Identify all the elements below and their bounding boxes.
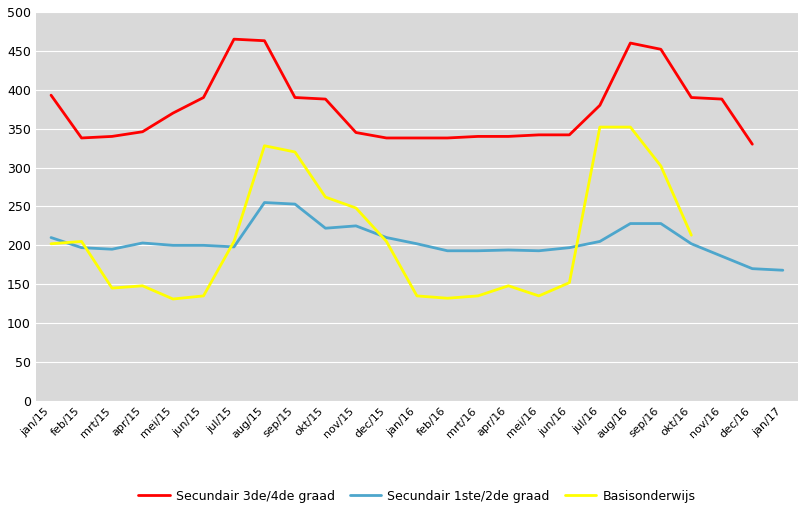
Secundair 3de/4de graad bbox=[625, 40, 635, 46]
Secundair 3de/4de graad bbox=[229, 36, 239, 42]
Secundair 3de/4de graad bbox=[76, 135, 86, 141]
Basisonderwijs bbox=[76, 238, 86, 245]
Secundair 1ste/2de graad bbox=[504, 247, 514, 253]
Basisonderwijs bbox=[687, 232, 696, 238]
Secundair 1ste/2de graad bbox=[656, 221, 666, 227]
Secundair 1ste/2de graad bbox=[290, 201, 299, 207]
Secundair 3de/4de graad bbox=[168, 110, 178, 116]
Secundair 3de/4de graad bbox=[320, 96, 330, 102]
Basisonderwijs bbox=[168, 296, 178, 302]
Basisonderwijs bbox=[138, 283, 147, 289]
Basisonderwijs bbox=[320, 194, 330, 200]
Secundair 1ste/2de graad bbox=[46, 234, 56, 241]
Line: Basisonderwijs: Basisonderwijs bbox=[51, 127, 691, 299]
Basisonderwijs bbox=[260, 143, 270, 149]
Secundair 1ste/2de graad bbox=[76, 245, 86, 251]
Secundair 3de/4de graad bbox=[382, 135, 391, 141]
Secundair 1ste/2de graad bbox=[473, 248, 483, 254]
Secundair 3de/4de graad bbox=[107, 133, 117, 139]
Basisonderwijs bbox=[595, 124, 605, 130]
Secundair 1ste/2de graad bbox=[229, 244, 239, 250]
Secundair 1ste/2de graad bbox=[564, 245, 574, 251]
Secundair 3de/4de graad bbox=[351, 130, 361, 136]
Basisonderwijs bbox=[351, 205, 361, 211]
Secundair 1ste/2de graad bbox=[625, 221, 635, 227]
Basisonderwijs bbox=[107, 285, 117, 291]
Secundair 1ste/2de graad bbox=[778, 267, 787, 273]
Basisonderwijs bbox=[382, 238, 391, 245]
Secundair 1ste/2de graad bbox=[595, 238, 605, 245]
Secundair 1ste/2de graad bbox=[443, 248, 452, 254]
Line: Secundair 1ste/2de graad: Secundair 1ste/2de graad bbox=[51, 203, 782, 270]
Secundair 3de/4de graad bbox=[290, 95, 299, 101]
Basisonderwijs bbox=[46, 241, 56, 247]
Basisonderwijs bbox=[229, 238, 239, 245]
Secundair 3de/4de graad bbox=[687, 95, 696, 101]
Basisonderwijs bbox=[412, 293, 422, 299]
Basisonderwijs bbox=[534, 293, 543, 299]
Secundair 3de/4de graad bbox=[748, 141, 758, 148]
Secundair 1ste/2de graad bbox=[534, 248, 543, 254]
Secundair 3de/4de graad bbox=[564, 132, 574, 138]
Basisonderwijs bbox=[473, 293, 483, 299]
Secundair 3de/4de graad bbox=[260, 38, 270, 44]
Basisonderwijs bbox=[625, 124, 635, 130]
Secundair 3de/4de graad bbox=[199, 95, 208, 101]
Secundair 1ste/2de graad bbox=[168, 242, 178, 248]
Secundair 1ste/2de graad bbox=[107, 246, 117, 252]
Secundair 1ste/2de graad bbox=[199, 242, 208, 248]
Secundair 1ste/2de graad bbox=[260, 199, 270, 206]
Secundair 3de/4de graad bbox=[595, 102, 605, 108]
Secundair 1ste/2de graad bbox=[138, 240, 147, 246]
Basisonderwijs bbox=[443, 295, 452, 301]
Secundair 3de/4de graad bbox=[443, 135, 452, 141]
Basisonderwijs bbox=[199, 293, 208, 299]
Basisonderwijs bbox=[656, 163, 666, 169]
Secundair 1ste/2de graad bbox=[717, 253, 727, 259]
Basisonderwijs bbox=[504, 283, 514, 289]
Secundair 1ste/2de graad bbox=[687, 241, 696, 247]
Legend: Secundair 3de/4de graad, Secundair 1ste/2de graad, Basisonderwijs: Secundair 3de/4de graad, Secundair 1ste/… bbox=[134, 485, 700, 508]
Secundair 1ste/2de graad bbox=[748, 266, 758, 272]
Secundair 3de/4de graad bbox=[46, 92, 56, 98]
Secundair 1ste/2de graad bbox=[320, 225, 330, 231]
Secundair 3de/4de graad bbox=[412, 135, 422, 141]
Basisonderwijs bbox=[290, 149, 299, 155]
Secundair 3de/4de graad bbox=[534, 132, 543, 138]
Secundair 3de/4de graad bbox=[717, 96, 727, 102]
Secundair 3de/4de graad bbox=[504, 133, 514, 139]
Secundair 1ste/2de graad bbox=[351, 223, 361, 229]
Secundair 1ste/2de graad bbox=[382, 234, 391, 241]
Secundair 3de/4de graad bbox=[473, 133, 483, 139]
Secundair 3de/4de graad bbox=[138, 128, 147, 135]
Basisonderwijs bbox=[564, 280, 574, 286]
Line: Secundair 3de/4de graad: Secundair 3de/4de graad bbox=[51, 39, 753, 144]
Secundair 1ste/2de graad bbox=[412, 241, 422, 247]
Secundair 3de/4de graad bbox=[656, 46, 666, 52]
